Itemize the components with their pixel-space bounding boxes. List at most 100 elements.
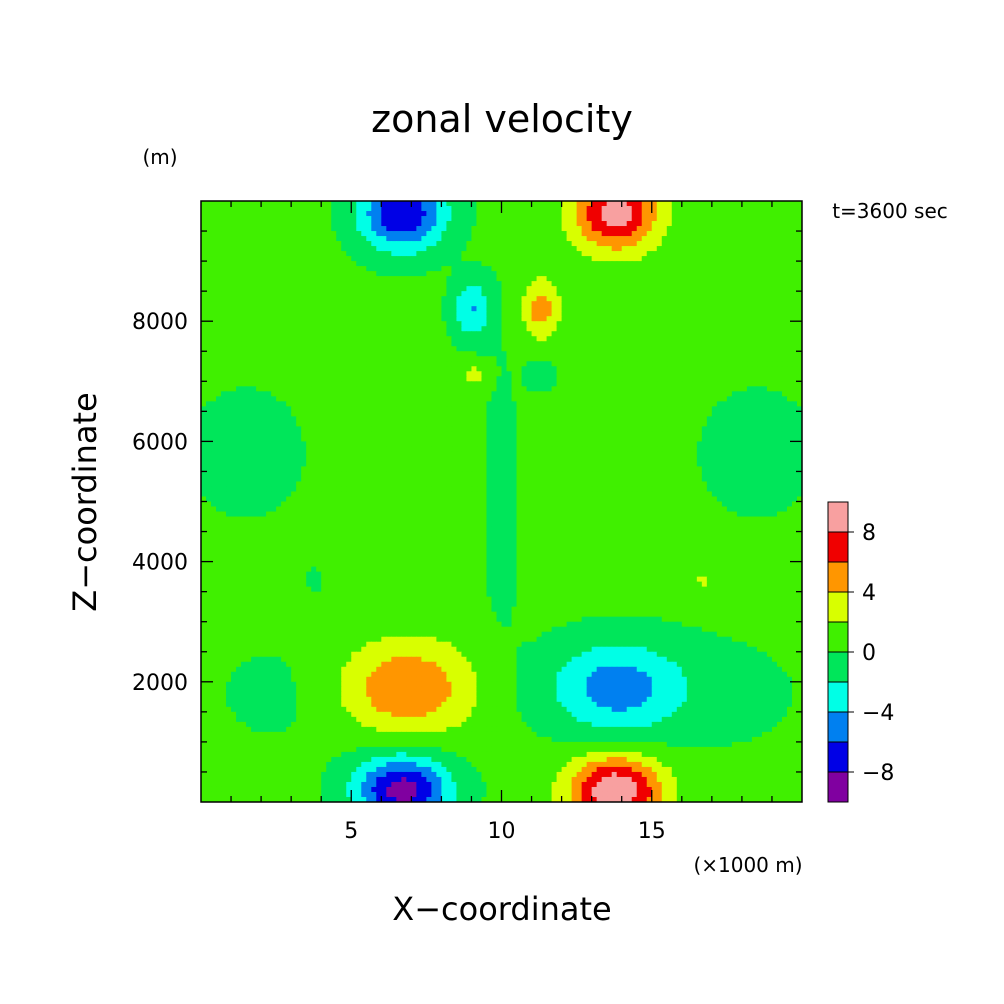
field-cell (636, 386, 643, 392)
field-cell (581, 261, 588, 267)
field-cell (221, 206, 227, 212)
field-cell (756, 381, 763, 387)
field-cell (706, 386, 713, 392)
field-cell (261, 226, 267, 232)
field-cell (766, 231, 773, 237)
field-cell (536, 381, 543, 387)
field-cell (446, 226, 453, 232)
field-cell (351, 236, 357, 242)
field-cell (666, 251, 673, 257)
field-cell (721, 331, 728, 337)
field-cell (321, 391, 327, 397)
field-cell (536, 346, 543, 352)
field-cell (696, 376, 703, 382)
field-cell (421, 351, 427, 357)
field-cell (531, 286, 538, 292)
field-cell (581, 276, 588, 282)
field-cell (561, 241, 568, 247)
field-cell (361, 251, 367, 257)
field-cell (706, 311, 713, 317)
field-cell (251, 356, 257, 362)
field-cell (446, 261, 453, 267)
field-cell (651, 291, 658, 297)
field-cell (321, 346, 327, 352)
field-cell (766, 386, 773, 392)
field-cell (701, 286, 708, 292)
field-cell (696, 401, 703, 407)
field-cell (636, 351, 643, 357)
field-cell (676, 241, 683, 247)
field-cell (726, 396, 733, 402)
field-cell (741, 291, 748, 297)
field-cell (406, 321, 412, 327)
field-cell (771, 376, 778, 382)
field-cell (631, 296, 638, 302)
field-cell (791, 336, 798, 342)
field-cell (206, 216, 212, 222)
field-cell (526, 301, 533, 307)
field-cell (731, 201, 738, 207)
field-cell (781, 241, 788, 247)
field-cell (271, 346, 277, 352)
field-cell (506, 371, 513, 377)
field-cell (431, 251, 437, 257)
field-cell (301, 371, 307, 377)
field-cell (446, 271, 453, 277)
field-cell (246, 336, 252, 342)
field-cell (521, 246, 528, 252)
field-cell (426, 316, 432, 322)
field-cell (551, 206, 558, 212)
field-cell (661, 266, 668, 272)
field-cell (351, 351, 357, 357)
field-cell (286, 336, 292, 342)
field-cell (551, 371, 558, 377)
field-cell (426, 231, 432, 237)
field-cell (391, 256, 397, 262)
field-cell (636, 276, 643, 282)
field-cell (746, 226, 753, 232)
field-cell (526, 341, 533, 347)
field-cell (276, 351, 282, 357)
field-cell (376, 226, 382, 232)
field-cell (291, 391, 297, 397)
field-cell (256, 396, 262, 402)
field-cell (336, 341, 342, 347)
field-cell (556, 216, 563, 222)
field-cell (546, 246, 553, 252)
field-cell (616, 326, 623, 332)
field-cell (416, 401, 422, 407)
field-cell (621, 216, 628, 222)
field-cell (796, 286, 802, 292)
field-cell (666, 321, 673, 327)
field-cell (351, 371, 357, 377)
field-cell (476, 376, 483, 382)
field-cell (431, 386, 437, 392)
field-cell (391, 231, 397, 237)
field-cell (521, 376, 528, 382)
field-cell (566, 271, 573, 277)
field-cell (756, 366, 763, 372)
field-cell (596, 311, 603, 317)
field-cell (271, 236, 277, 242)
field-cell (731, 376, 738, 382)
field-cell (681, 376, 688, 382)
field-cell (326, 361, 332, 367)
field-cell (486, 301, 493, 307)
field-cell (491, 221, 498, 227)
field-cell (496, 261, 503, 267)
field-cell (776, 386, 783, 392)
field-cell (641, 306, 648, 312)
field-cell (206, 346, 212, 352)
field-cell (256, 406, 262, 412)
field-cell (481, 366, 488, 372)
field-cell (206, 376, 212, 382)
field-cell (776, 336, 783, 342)
field-cell (281, 221, 287, 227)
field-cell (716, 391, 723, 397)
field-cell (481, 256, 488, 262)
field-cell (521, 286, 528, 292)
field-cell (766, 396, 773, 402)
field-cell (231, 396, 237, 402)
field-cell (376, 221, 382, 227)
field-cell (506, 311, 513, 317)
